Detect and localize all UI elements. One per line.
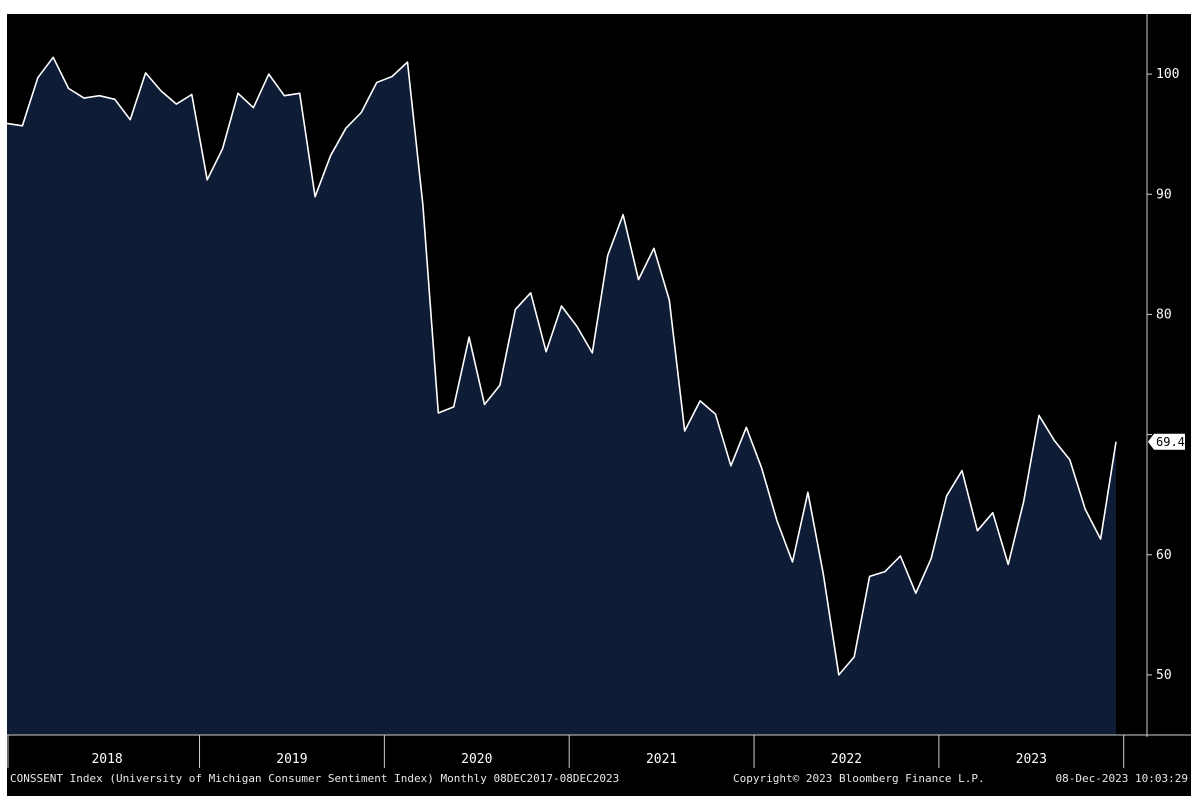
y-tick-label: 90: [1156, 187, 1172, 202]
last-value-marker: [1148, 433, 1185, 450]
y-tick-label: 60: [1156, 548, 1172, 563]
footer-source-label: CONSSENT Index (University of Michigan C…: [10, 772, 619, 785]
x-tick-label: 2020: [461, 752, 492, 767]
series-line: [6, 56, 1117, 676]
x-tick-label: 2021: [646, 752, 677, 767]
axis-layer: 50 60 80 90 100 69.4 2018 2019 2020 2021 2022 2023: [7, 14, 1191, 768]
footer-timestamp: 08-Dec-2023 10:03:29: [1056, 772, 1188, 785]
y-tick-label: 100: [1156, 67, 1179, 82]
x-tick-label: 2022: [831, 752, 862, 767]
x-tick-label: 2019: [276, 752, 307, 767]
series-area-fill: [7, 57, 1116, 736]
y-tick-label: 80: [1156, 307, 1172, 322]
last-value-label: 69.4: [1156, 435, 1185, 449]
x-tick-label: 2018: [91, 752, 122, 767]
footer-copyright: Copyright© 2023 Bloomberg Finance L.P.: [733, 772, 985, 785]
plot-layer: [6, 56, 1117, 736]
y-tick-label: 50: [1156, 668, 1172, 683]
x-tick-label: 2023: [1016, 752, 1047, 767]
